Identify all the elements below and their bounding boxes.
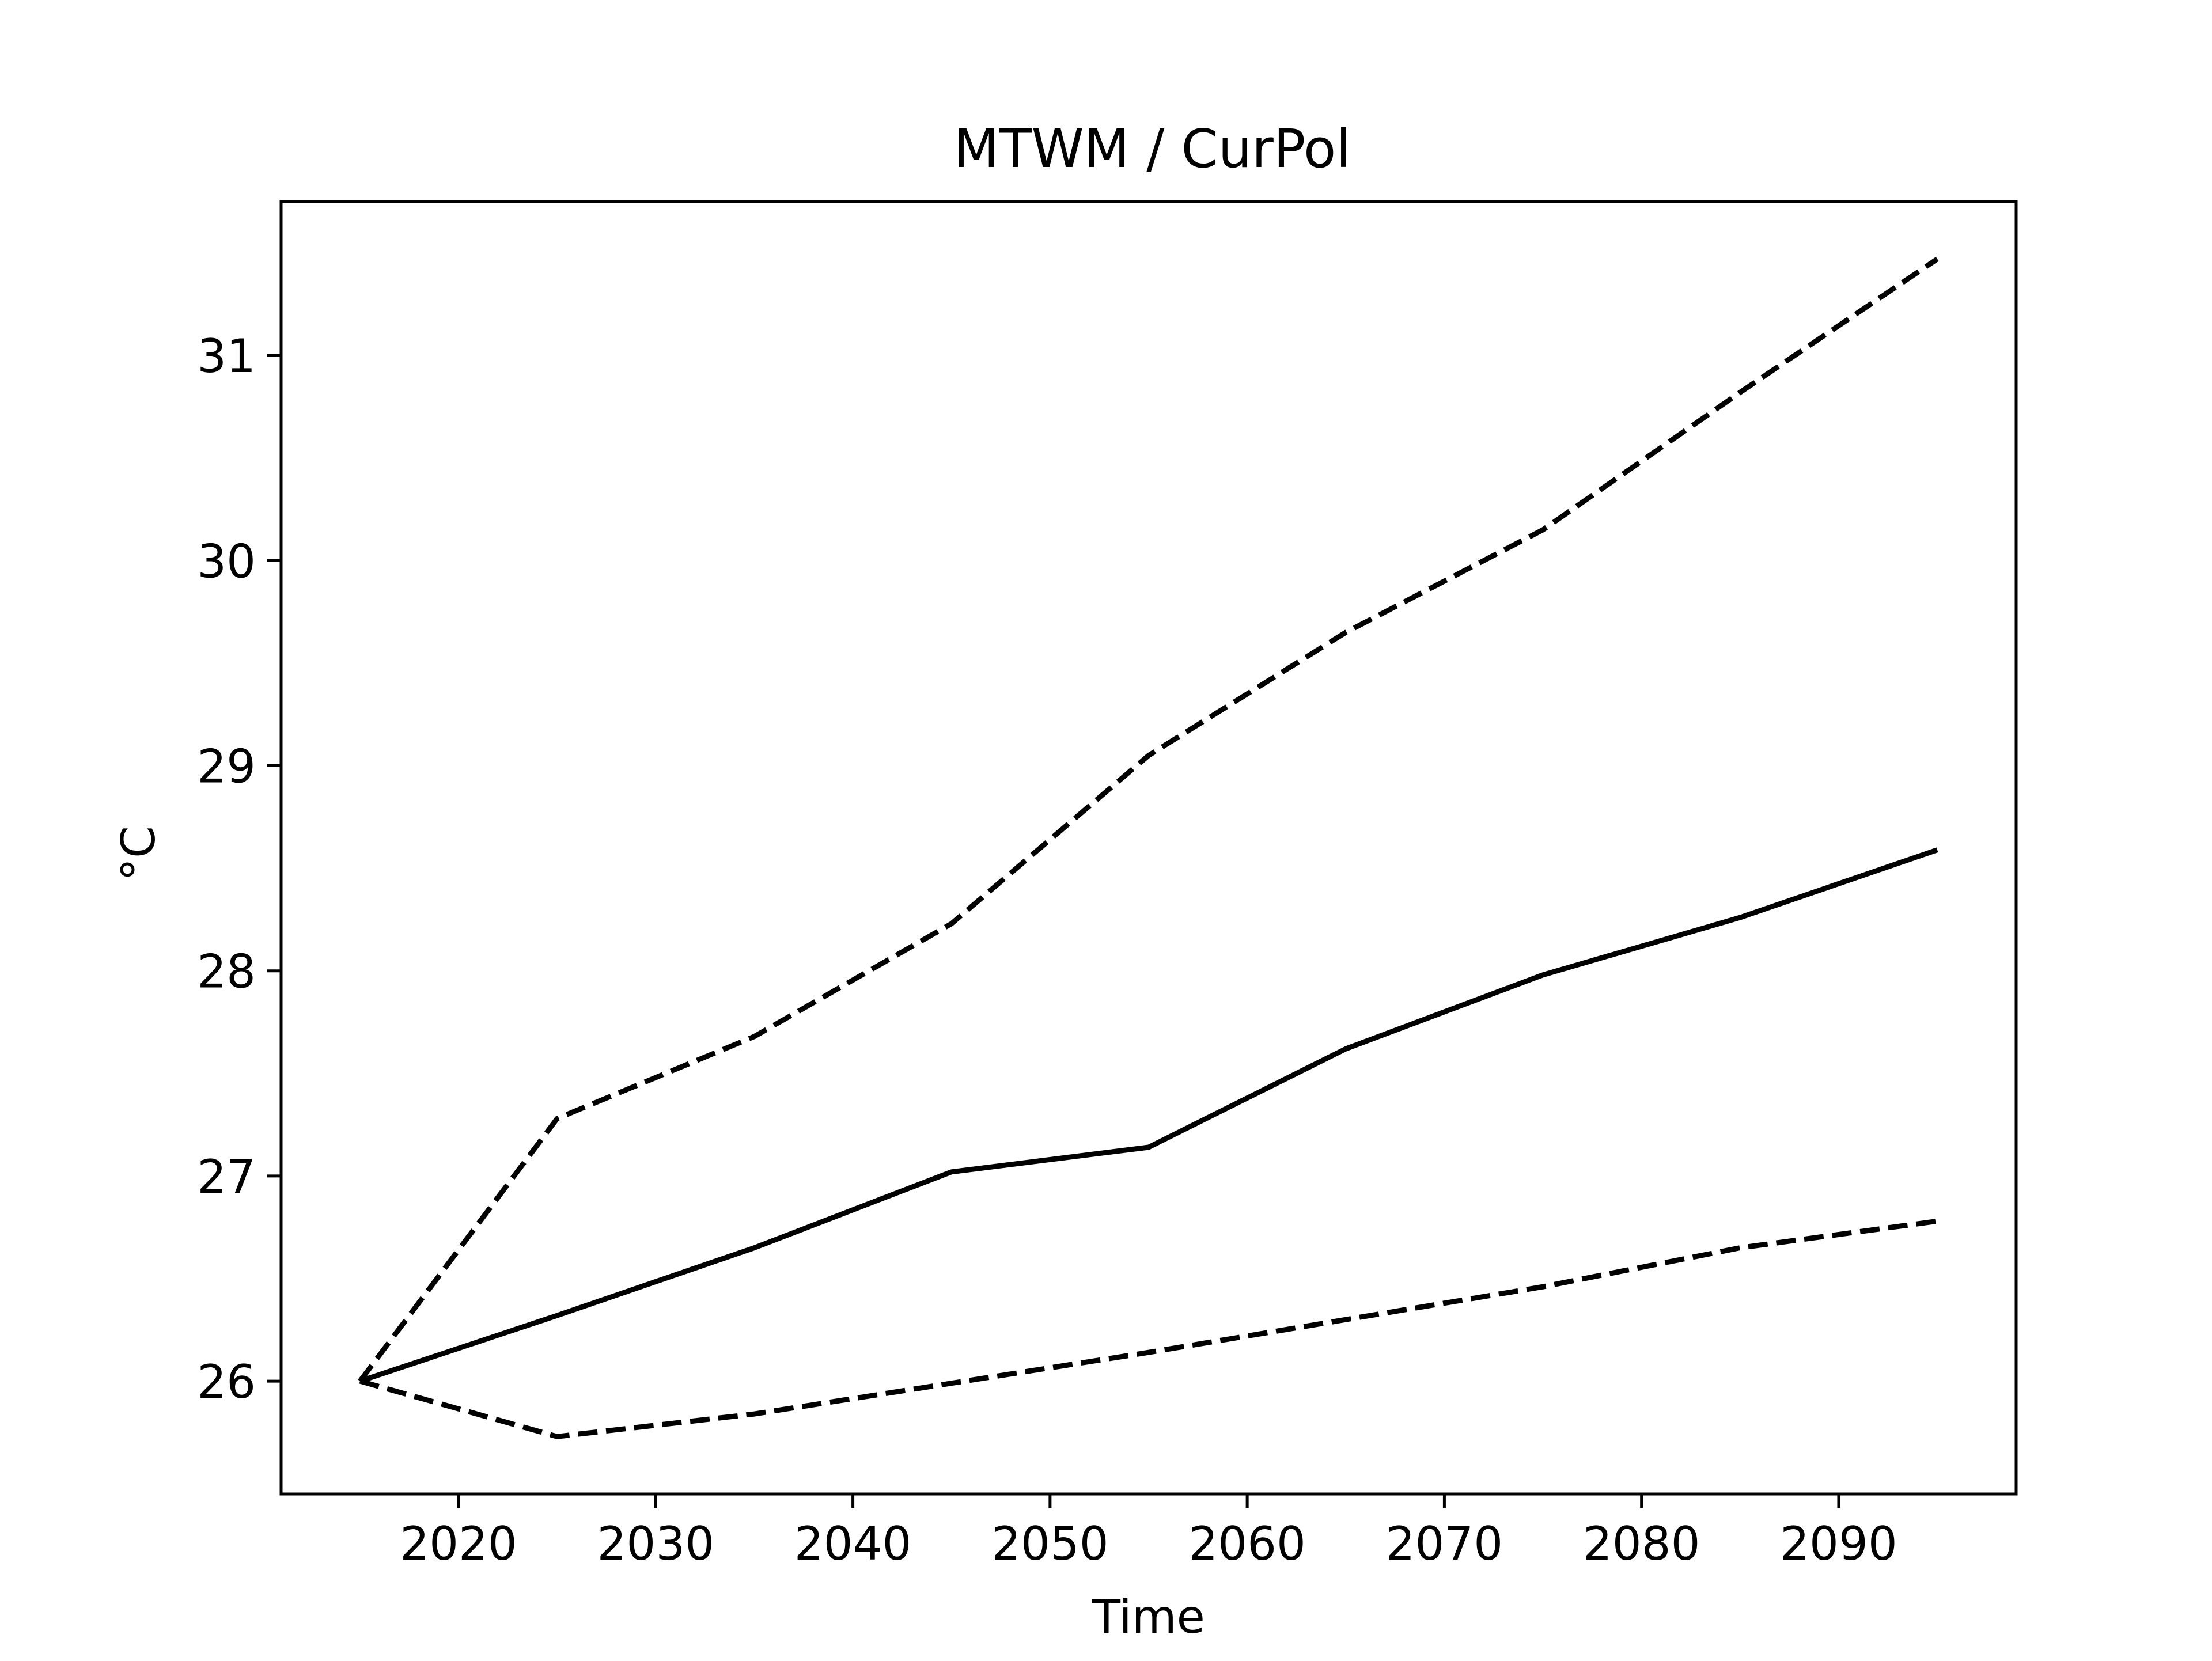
x-tick-label: 2070 — [1386, 1517, 1503, 1571]
dashed-series-line-2 — [359, 1218, 1938, 1439]
x-tick-label: 2040 — [794, 1517, 912, 1571]
x-tick-label: 2060 — [1188, 1517, 1306, 1571]
x-tick-label: 2080 — [1583, 1517, 1700, 1571]
x-tick-label: 2090 — [1780, 1517, 1897, 1571]
chart-title: MTWM / CurPol — [953, 118, 1351, 180]
y-tick-label: 29 — [197, 740, 256, 794]
x-tick-label: 2050 — [991, 1517, 1109, 1571]
y-tick-label: 27 — [197, 1150, 256, 1204]
y-tick-label: 28 — [197, 945, 256, 999]
plot-area-frame — [279, 200, 2018, 1496]
dashed-series-line-1 — [358, 256, 1939, 1383]
y-tick-label: 30 — [197, 534, 256, 588]
x-tick-label: 2020 — [400, 1517, 517, 1571]
axes-layer: 2020 2030 2040 2050 2060 2070 2080 2090 26 27 28 29… — [197, 329, 1897, 1571]
solid-series-line — [359, 847, 1938, 1384]
y-axis-label: °C — [112, 826, 165, 881]
y-tick-label: 31 — [197, 329, 256, 383]
y-tick-label: 26 — [197, 1355, 256, 1409]
x-tick-label: 2030 — [597, 1517, 715, 1571]
series-layer — [358, 256, 1939, 1439]
x-axis-label: Time — [1092, 1590, 1205, 1644]
